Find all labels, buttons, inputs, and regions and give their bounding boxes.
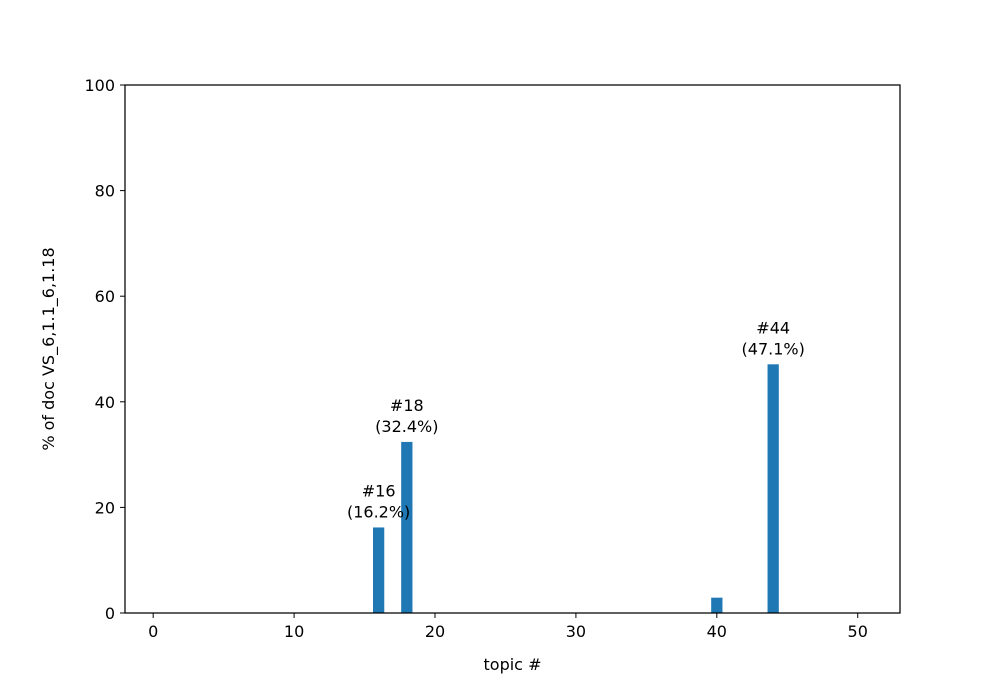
bar-topic-40 xyxy=(711,597,723,613)
bars-group xyxy=(373,364,779,613)
x-tick-label: 30 xyxy=(566,622,586,641)
bar-annotation-label: #44 xyxy=(756,318,790,337)
bar-topic-44 xyxy=(767,364,779,613)
y-tick-label: 80 xyxy=(95,182,115,201)
bar-annotation-value: (32.4%) xyxy=(375,417,438,436)
x-tick-label: 50 xyxy=(848,622,868,641)
x-tick-label: 0 xyxy=(148,622,158,641)
bar-topic-18 xyxy=(401,441,413,613)
y-tick-label: 40 xyxy=(95,393,115,412)
y-axis-label: % of doc VS_6,1.1_6,1.18 xyxy=(39,247,59,450)
bar-annotation-label: #18 xyxy=(390,396,424,415)
x-axis: 0 10 20 30 40 50 xyxy=(148,613,868,641)
bar-annotation-value: (16.2%) xyxy=(347,502,410,521)
bar-annotation-value: (47.1%) xyxy=(742,339,805,358)
bar-annotation-label: #16 xyxy=(362,481,396,500)
y-tick-label: 60 xyxy=(95,287,115,306)
x-axis-label: topic # xyxy=(484,655,542,674)
annotations-group: #16 (16.2%) #18 (32.4%) #44 (47.1%) xyxy=(347,318,805,521)
y-tick-label: 0 xyxy=(105,604,115,623)
x-tick-label: 40 xyxy=(707,622,727,641)
x-tick-label: 10 xyxy=(284,622,304,641)
y-tick-label: 100 xyxy=(84,76,115,95)
bar-topic-16 xyxy=(373,527,385,613)
y-axis: 0 20 40 60 80 100 xyxy=(84,76,125,623)
plot-frame xyxy=(124,84,901,614)
y-tick-label: 20 xyxy=(95,498,115,517)
x-tick-label: 20 xyxy=(425,622,445,641)
